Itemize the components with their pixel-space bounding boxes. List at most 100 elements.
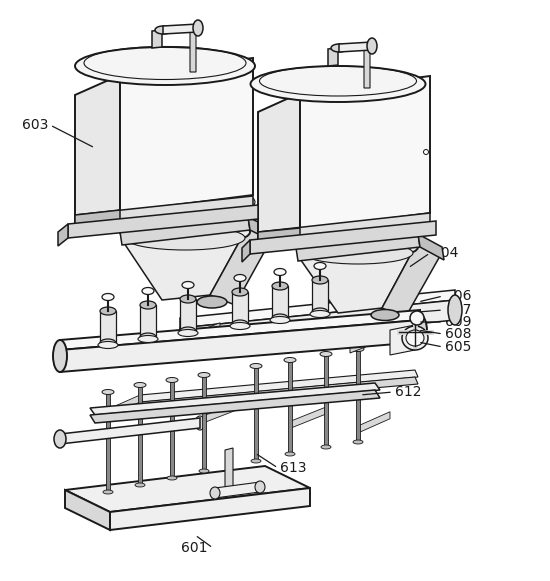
Polygon shape	[75, 210, 120, 229]
Polygon shape	[296, 234, 420, 261]
Ellipse shape	[210, 487, 220, 499]
Polygon shape	[58, 224, 68, 246]
Polygon shape	[390, 325, 415, 355]
Ellipse shape	[352, 346, 364, 352]
Polygon shape	[140, 377, 418, 409]
Ellipse shape	[75, 183, 255, 221]
Polygon shape	[339, 42, 372, 52]
Text: 606: 606	[445, 289, 471, 303]
Polygon shape	[312, 280, 328, 312]
Polygon shape	[68, 205, 258, 238]
Ellipse shape	[53, 340, 67, 372]
Polygon shape	[272, 286, 288, 318]
Polygon shape	[295, 327, 330, 351]
Ellipse shape	[142, 288, 154, 295]
Ellipse shape	[155, 26, 171, 34]
Polygon shape	[90, 390, 380, 423]
Polygon shape	[418, 234, 444, 260]
Polygon shape	[324, 352, 328, 445]
Ellipse shape	[402, 326, 428, 350]
Polygon shape	[152, 30, 162, 48]
Ellipse shape	[232, 320, 248, 328]
Polygon shape	[140, 305, 156, 337]
Ellipse shape	[98, 342, 118, 349]
Polygon shape	[190, 29, 196, 72]
Ellipse shape	[250, 202, 426, 238]
Ellipse shape	[298, 234, 418, 260]
Polygon shape	[163, 24, 198, 34]
Ellipse shape	[125, 226, 245, 250]
Ellipse shape	[250, 66, 426, 102]
Polygon shape	[65, 466, 310, 512]
Polygon shape	[122, 226, 248, 300]
Ellipse shape	[424, 149, 428, 155]
Ellipse shape	[312, 276, 328, 284]
Text: 608: 608	[445, 327, 471, 341]
Polygon shape	[232, 292, 248, 324]
Ellipse shape	[138, 335, 158, 343]
Ellipse shape	[178, 329, 198, 336]
Polygon shape	[75, 196, 253, 229]
Polygon shape	[258, 213, 430, 246]
Ellipse shape	[54, 430, 66, 448]
Ellipse shape	[120, 218, 250, 246]
Polygon shape	[180, 290, 455, 328]
Polygon shape	[258, 93, 300, 247]
Ellipse shape	[193, 20, 203, 36]
Polygon shape	[180, 300, 455, 348]
Polygon shape	[60, 320, 420, 372]
Polygon shape	[108, 395, 140, 416]
Polygon shape	[210, 226, 272, 305]
Polygon shape	[75, 75, 120, 230]
Ellipse shape	[100, 339, 116, 347]
Polygon shape	[250, 221, 436, 254]
Text: 601: 601	[180, 541, 207, 555]
Ellipse shape	[140, 333, 156, 341]
Ellipse shape	[320, 352, 332, 357]
Polygon shape	[358, 412, 390, 433]
Polygon shape	[170, 378, 174, 476]
Polygon shape	[202, 373, 206, 469]
Ellipse shape	[272, 282, 288, 290]
Polygon shape	[254, 364, 258, 459]
Ellipse shape	[274, 268, 286, 275]
Polygon shape	[100, 311, 116, 343]
Ellipse shape	[285, 452, 295, 456]
Ellipse shape	[310, 310, 330, 317]
Text: 612: 612	[395, 385, 421, 399]
Polygon shape	[138, 383, 142, 483]
Polygon shape	[180, 299, 196, 331]
Ellipse shape	[182, 282, 194, 289]
Ellipse shape	[195, 416, 205, 430]
Text: 609: 609	[445, 315, 471, 329]
Polygon shape	[120, 58, 253, 212]
Polygon shape	[225, 448, 233, 492]
Ellipse shape	[197, 296, 227, 308]
Ellipse shape	[367, 38, 377, 54]
Polygon shape	[120, 217, 250, 245]
Text: 605: 605	[445, 340, 471, 354]
Polygon shape	[258, 228, 300, 246]
Text: 604: 604	[432, 246, 458, 260]
Polygon shape	[60, 310, 420, 350]
Ellipse shape	[180, 327, 196, 335]
Text: 607: 607	[445, 303, 471, 317]
Ellipse shape	[250, 364, 262, 368]
Ellipse shape	[166, 378, 178, 382]
Ellipse shape	[167, 476, 177, 480]
Ellipse shape	[413, 315, 427, 347]
Ellipse shape	[100, 307, 116, 315]
Polygon shape	[242, 240, 250, 262]
Polygon shape	[350, 329, 385, 353]
Ellipse shape	[272, 314, 288, 322]
Polygon shape	[356, 347, 360, 440]
Ellipse shape	[255, 481, 265, 493]
Polygon shape	[60, 418, 200, 444]
Polygon shape	[288, 358, 292, 452]
Ellipse shape	[331, 44, 347, 52]
Ellipse shape	[232, 288, 248, 296]
Ellipse shape	[284, 357, 296, 363]
Ellipse shape	[321, 445, 331, 449]
Ellipse shape	[134, 382, 146, 388]
Ellipse shape	[353, 440, 363, 444]
